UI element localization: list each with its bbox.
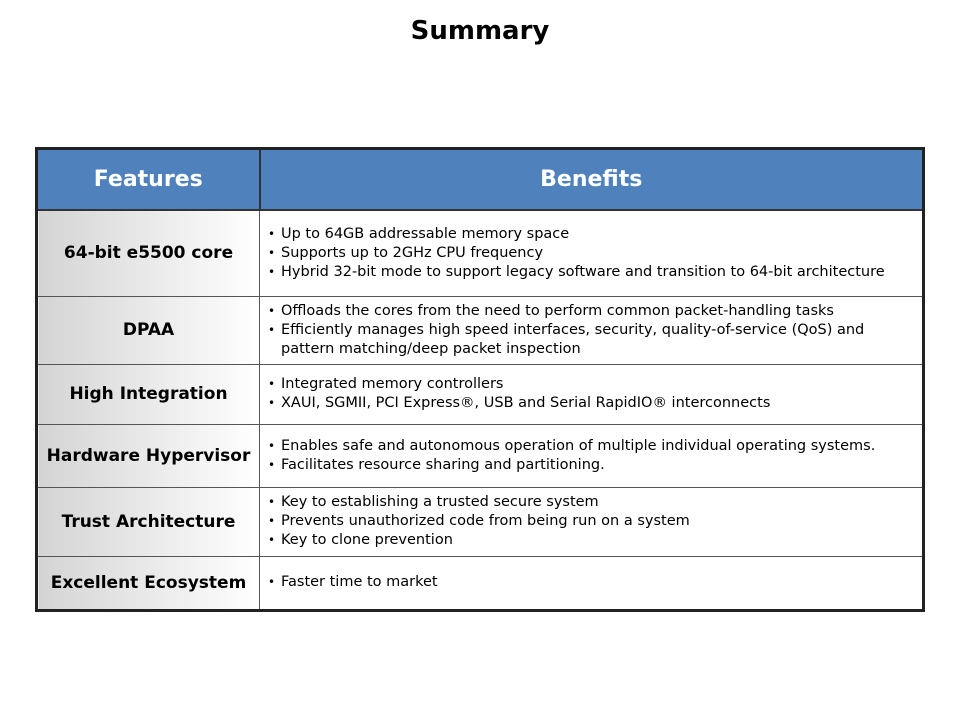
table-header-row: Features Benefits <box>35 147 925 211</box>
benefits-cell: Offloads the cores from the need to perf… <box>259 295 924 365</box>
benefit-item: Hybrid 32-bit mode to support legacy sof… <box>268 263 914 282</box>
benefit-item: Prevents unauthorized code from being ru… <box>268 512 914 531</box>
benefit-item: Key to establishing a trusted secure sys… <box>268 493 914 512</box>
benefits-cell: Integrated memory controllersXAUI, SGMII… <box>259 363 924 425</box>
page-title: Summary <box>410 16 550 46</box>
table-row: Trust Architecture Key to establishing a … <box>36 486 924 557</box>
benefit-item: Integrated memory controllers <box>268 375 914 394</box>
benefit-item: Up to 64GB addressable memory space <box>268 225 914 244</box>
benefit-item: Efficiently manages high speed interface… <box>268 321 914 359</box>
benefit-item: XAUI, SGMII, PCI Express®, USB and Seria… <box>268 394 914 413</box>
table-row: 64-bit e5500 coreUp to 64GB addressable … <box>36 209 924 297</box>
feature-cell: High Integration <box>36 363 260 425</box>
benefits-list: Enables safe and autonomous operation of… <box>268 437 914 475</box>
benefits-cell: Up to 64GB addressable memory spaceSuppo… <box>259 209 924 297</box>
benefits-cell: Enables safe and autonomous operation of… <box>259 423 924 488</box>
table-row: Hardware Hypervisor Enables safe and auto… <box>36 423 924 488</box>
feature-cell: Trust Architecture <box>36 486 260 557</box>
table-row: DPAA Offloads the cores from the need to … <box>36 295 924 365</box>
benefit-item: Faster time to market <box>268 573 914 592</box>
benefit-item: Offloads the cores from the need to perf… <box>268 302 914 321</box>
benefit-item: Enables safe and autonomous operation of… <box>268 437 914 456</box>
benefits-list: Faster time to market <box>268 573 914 592</box>
benefit-item: Supports up to 2GHz CPU frequency <box>268 244 914 263</box>
benefits-cell: Faster time to market <box>259 555 924 611</box>
table-row: High IntegrationIntegrated memory contro… <box>36 363 924 425</box>
feature-cell: Hardware Hypervisor <box>36 423 260 488</box>
feature-cell: Excellent Ecosystem <box>36 555 260 611</box>
features-benefits-table: Features Benefits 64-bit e5500 coreUp to… <box>35 147 925 612</box>
header-benefits: Benefits <box>258 147 925 211</box>
benefits-list: Up to 64GB addressable memory spaceSuppo… <box>268 225 914 282</box>
benefit-item: Facilitates resource sharing and partiti… <box>268 456 914 475</box>
feature-cell: 64-bit e5500 core <box>36 209 260 297</box>
header-features: Features <box>35 147 261 211</box>
table-row: Excellent Ecosystem Faster time to market <box>36 555 924 611</box>
benefits-list: Offloads the cores from the need to perf… <box>268 302 914 359</box>
benefits-list: Integrated memory controllersXAUI, SGMII… <box>268 375 914 413</box>
benefits-list: Key to establishing a trusted secure sys… <box>268 493 914 550</box>
benefits-cell: Key to establishing a trusted secure sys… <box>259 486 924 557</box>
feature-cell: DPAA <box>36 295 260 365</box>
benefit-item: Key to clone prevention <box>268 531 914 550</box>
